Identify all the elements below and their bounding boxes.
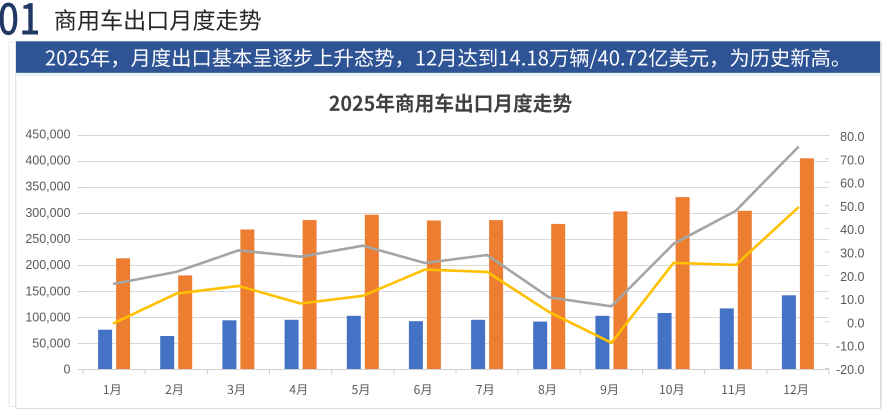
svg-text:40.0: 40.0 xyxy=(840,223,864,237)
svg-text:70.0: 70.0 xyxy=(840,153,864,167)
svg-text:350,000: 350,000 xyxy=(25,180,70,194)
svg-text:450,000: 450,000 xyxy=(25,127,70,141)
svg-text:200,000: 200,000 xyxy=(25,258,70,272)
svg-text:60.0: 60.0 xyxy=(840,177,864,191)
svg-text:20.0: 20.0 xyxy=(840,270,864,284)
svg-text:100,000: 100,000 xyxy=(25,310,70,324)
svg-text:300,000: 300,000 xyxy=(25,206,70,220)
svg-text:0: 0 xyxy=(64,363,71,377)
svg-text:150,000: 150,000 xyxy=(25,284,70,298)
svg-text:-10.0: -10.0 xyxy=(836,340,865,354)
svg-text:50,000: 50,000 xyxy=(32,337,70,351)
svg-text:250,000: 250,000 xyxy=(25,232,70,246)
svg-text:80.0: 80.0 xyxy=(840,130,864,144)
svg-text:400,000: 400,000 xyxy=(25,153,70,167)
svg-text:50.0: 50.0 xyxy=(840,200,864,214)
svg-text:30.0: 30.0 xyxy=(840,247,864,261)
svg-text:0.0: 0.0 xyxy=(847,316,864,330)
svg-text:10.0: 10.0 xyxy=(840,293,864,307)
svg-text:-20.0: -20.0 xyxy=(836,363,865,377)
